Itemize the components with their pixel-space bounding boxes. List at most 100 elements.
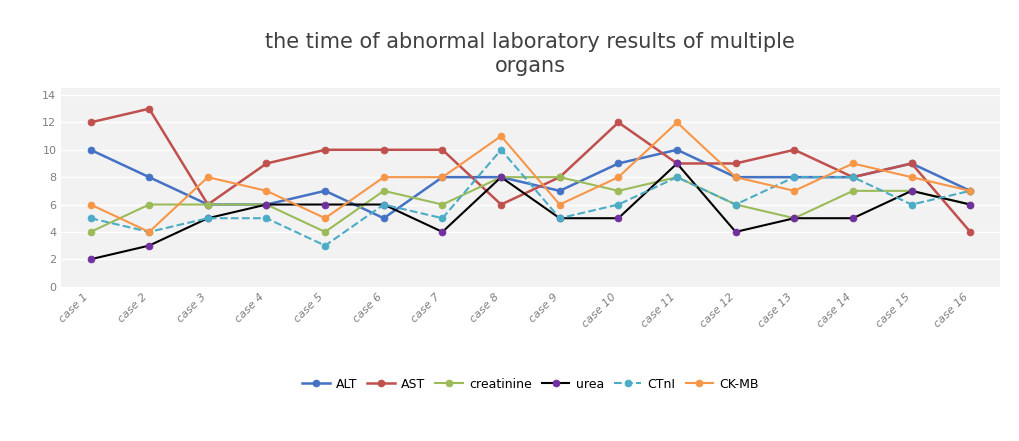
AST — [905, 161, 917, 166]
creatinine — [788, 216, 800, 221]
urea — [671, 161, 683, 166]
CK-MB — [788, 188, 800, 194]
creatinine — [611, 188, 624, 194]
creatinine — [963, 202, 975, 207]
urea — [846, 216, 858, 221]
ALT — [319, 188, 331, 194]
ALT — [846, 175, 858, 180]
ALT — [671, 147, 683, 153]
AST — [143, 106, 155, 112]
creatinine — [202, 202, 214, 207]
AST — [494, 202, 506, 207]
CTnI — [377, 202, 389, 207]
CTnI — [319, 243, 331, 248]
urea — [202, 216, 214, 221]
AST — [553, 175, 566, 180]
Line: ALT: ALT — [87, 146, 973, 222]
CTnI — [729, 202, 741, 207]
CK-MB — [963, 188, 975, 194]
creatinine — [905, 188, 917, 194]
ALT — [905, 161, 917, 166]
CTnI — [905, 202, 917, 207]
Title: the time of abnormal laboratory results of multiple
organs: the time of abnormal laboratory results … — [265, 32, 795, 75]
CK-MB — [436, 175, 448, 180]
urea — [377, 202, 389, 207]
urea — [319, 202, 331, 207]
AST — [963, 229, 975, 235]
CK-MB — [85, 202, 97, 207]
CK-MB — [905, 175, 917, 180]
ALT — [143, 175, 155, 180]
CTnI — [788, 175, 800, 180]
CTnI — [494, 147, 506, 153]
CK-MB — [671, 120, 683, 125]
AST — [846, 175, 858, 180]
AST — [202, 202, 214, 207]
creatinine — [319, 229, 331, 235]
AST — [611, 120, 624, 125]
Line: AST: AST — [87, 105, 973, 235]
urea — [494, 175, 506, 180]
CK-MB — [143, 229, 155, 235]
urea — [260, 202, 272, 207]
CTnI — [260, 216, 272, 221]
CK-MB — [319, 216, 331, 221]
CK-MB — [494, 134, 506, 139]
urea — [85, 257, 97, 262]
Line: CTnI: CTnI — [87, 146, 973, 249]
CTnI — [202, 216, 214, 221]
urea — [611, 216, 624, 221]
CTnI — [671, 175, 683, 180]
ALT — [788, 175, 800, 180]
AST — [260, 161, 272, 166]
Legend: ALT, AST, creatinine, urea, CTnI, CK-MB: ALT, AST, creatinine, urea, CTnI, CK-MB — [297, 373, 763, 396]
ALT — [202, 202, 214, 207]
creatinine — [494, 175, 506, 180]
CK-MB — [553, 202, 566, 207]
CK-MB — [377, 175, 389, 180]
ALT — [85, 147, 97, 153]
ALT — [553, 188, 566, 194]
AST — [319, 147, 331, 153]
CTnI — [846, 175, 858, 180]
CK-MB — [729, 175, 741, 180]
Line: creatinine: creatinine — [87, 174, 973, 235]
CTnI — [436, 216, 448, 221]
AST — [85, 120, 97, 125]
CTnI — [963, 188, 975, 194]
creatinine — [260, 202, 272, 207]
creatinine — [671, 175, 683, 180]
urea — [905, 188, 917, 194]
creatinine — [553, 175, 566, 180]
ALT — [729, 175, 741, 180]
creatinine — [143, 202, 155, 207]
CK-MB — [260, 188, 272, 194]
creatinine — [377, 188, 389, 194]
CK-MB — [202, 175, 214, 180]
Line: urea: urea — [87, 160, 973, 263]
urea — [553, 216, 566, 221]
urea — [436, 229, 448, 235]
CK-MB — [611, 175, 624, 180]
AST — [671, 161, 683, 166]
CTnI — [611, 202, 624, 207]
ALT — [494, 175, 506, 180]
CTnI — [85, 216, 97, 221]
creatinine — [729, 202, 741, 207]
urea — [788, 216, 800, 221]
AST — [729, 161, 741, 166]
urea — [143, 243, 155, 248]
ALT — [260, 202, 272, 207]
creatinine — [846, 188, 858, 194]
ALT — [436, 175, 448, 180]
CK-MB — [846, 161, 858, 166]
urea — [729, 229, 741, 235]
AST — [788, 147, 800, 153]
ALT — [611, 161, 624, 166]
CTnI — [553, 216, 566, 221]
Line: CK-MB: CK-MB — [87, 119, 973, 235]
CTnI — [143, 229, 155, 235]
ALT — [963, 188, 975, 194]
AST — [436, 147, 448, 153]
AST — [377, 147, 389, 153]
